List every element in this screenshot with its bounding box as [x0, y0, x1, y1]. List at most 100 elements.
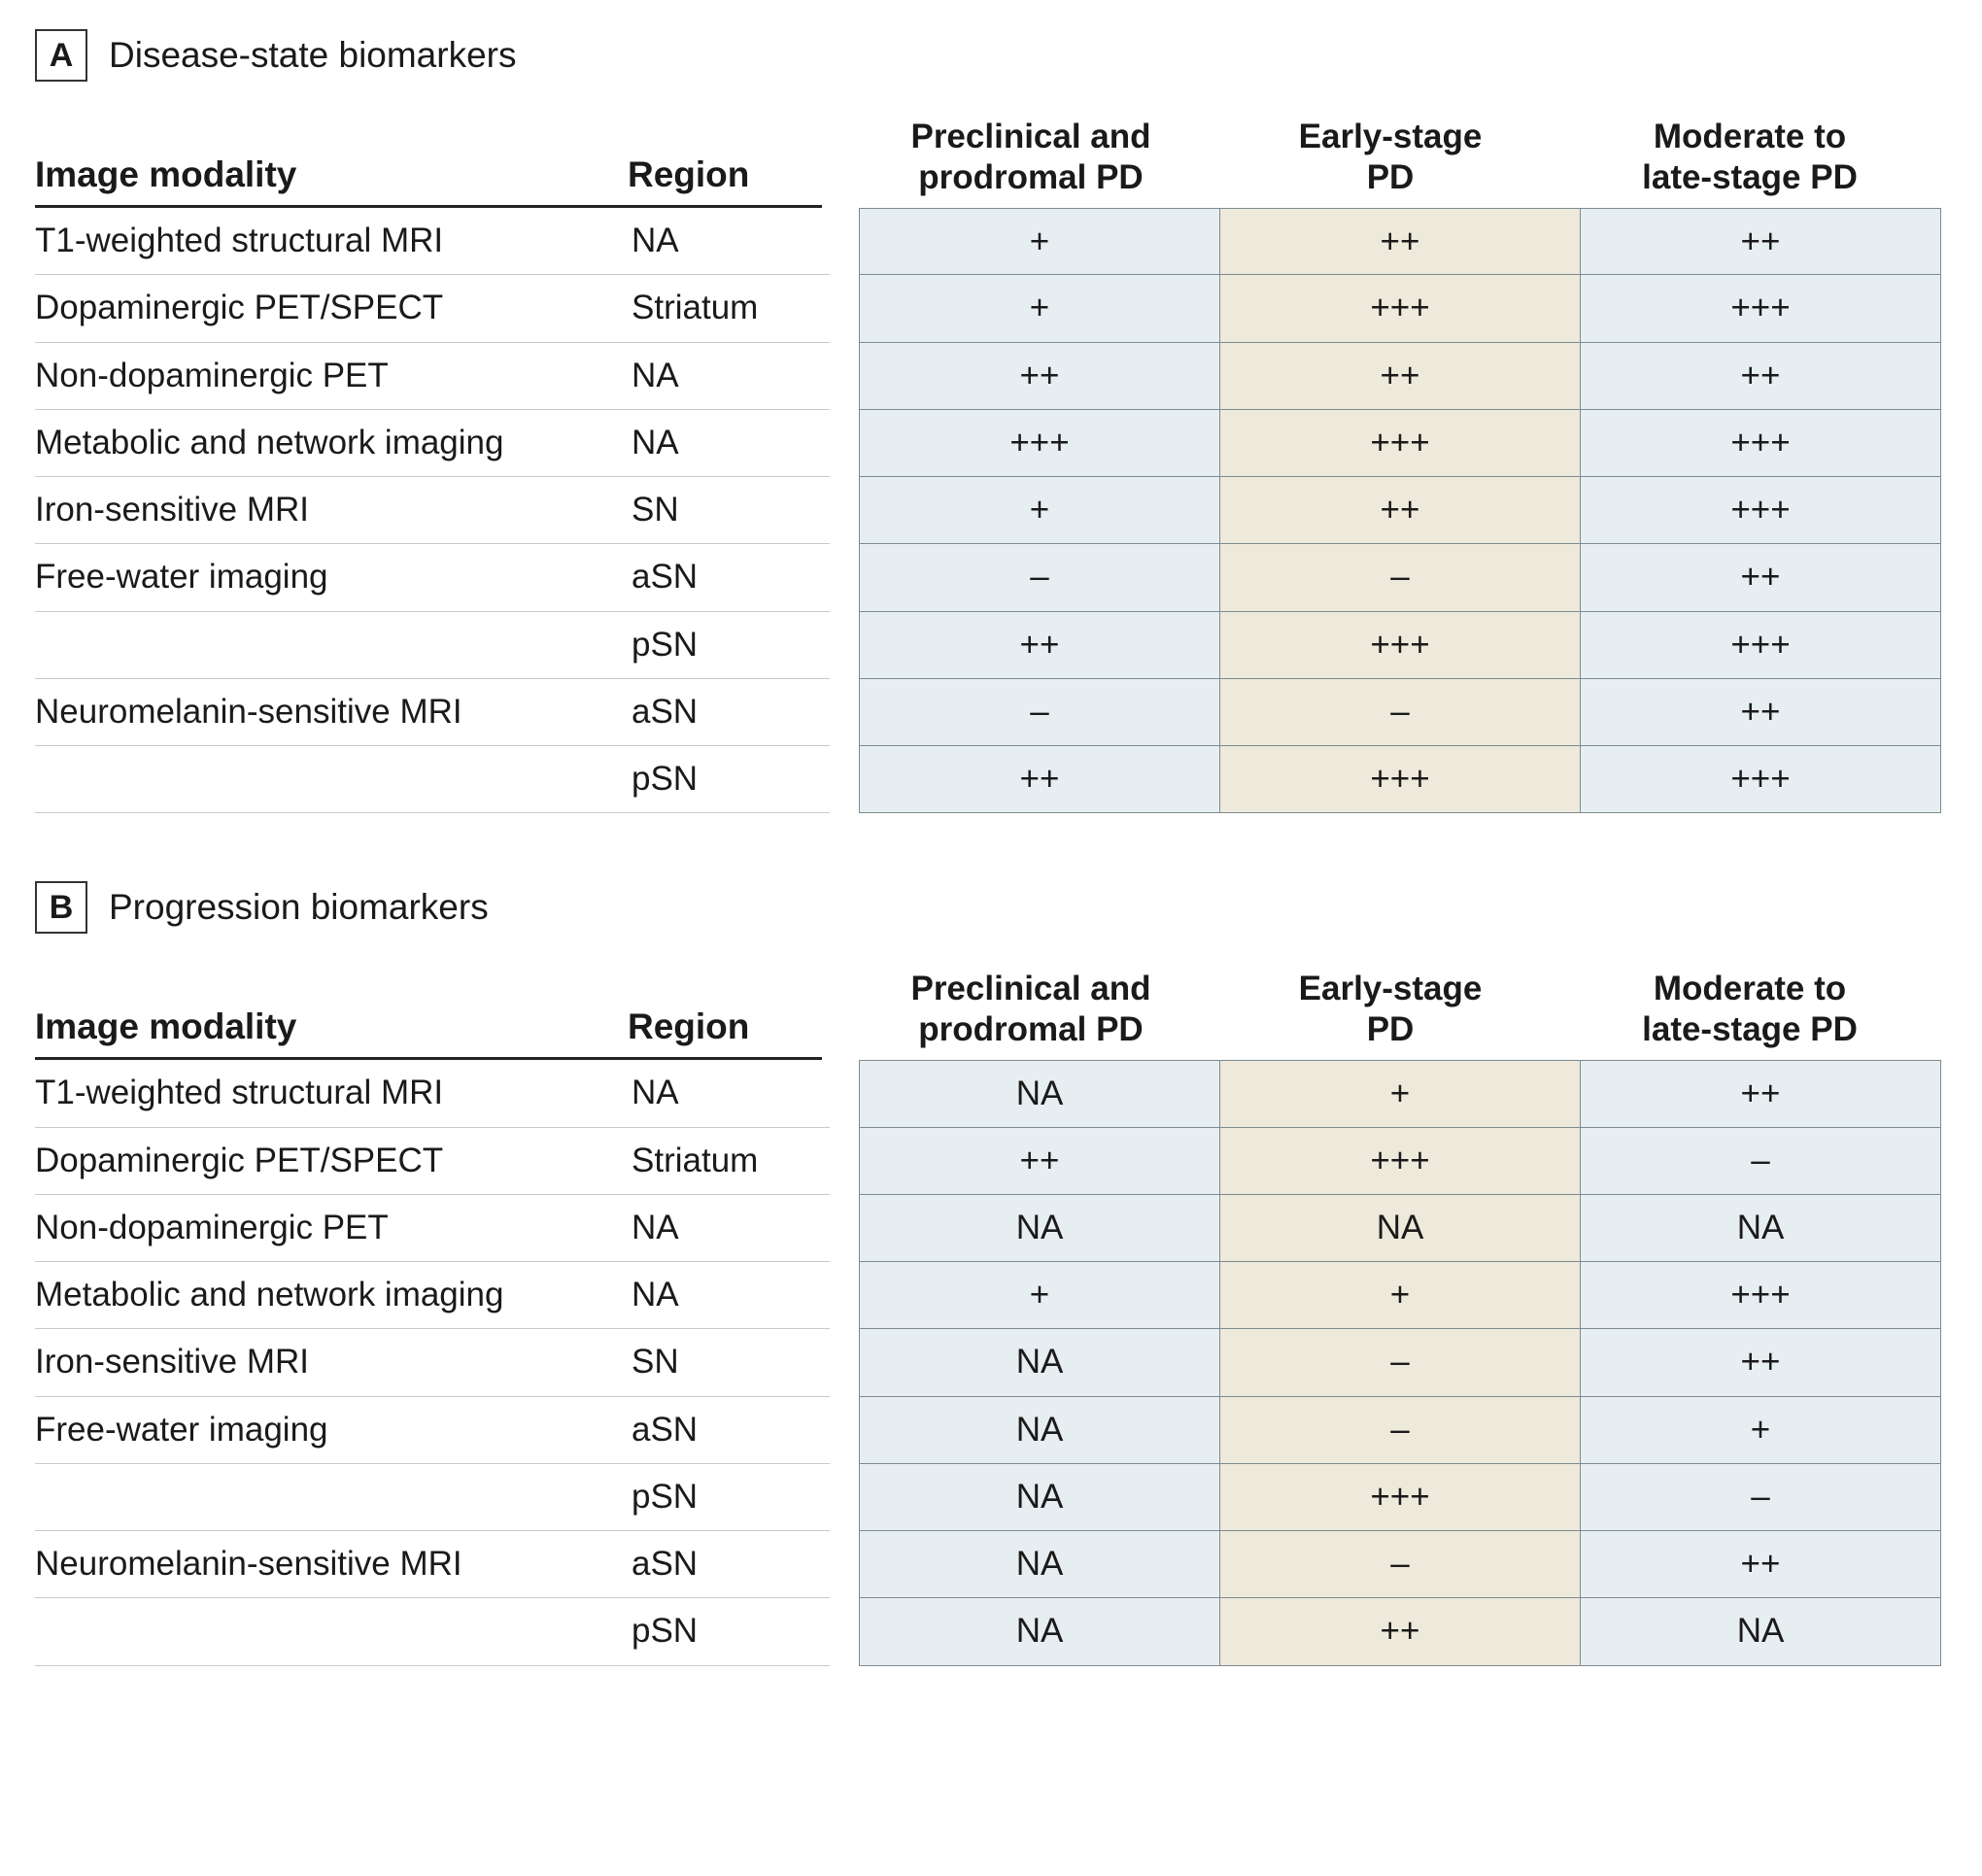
biomarker-table: Image modalityRegion Preclinical and prod…: [35, 969, 1947, 1665]
cell-region: aSN: [632, 1531, 830, 1598]
cell-stage-value: +: [1580, 1397, 1941, 1464]
table-row: Dopaminergic PET/SPECTStriatum+++++++: [35, 275, 1947, 342]
col-header-stage: Preclinical and prodromal PD: [851, 969, 1211, 1060]
cell-stage-value: +: [859, 1262, 1219, 1329]
cell-stage-value: +++: [1219, 612, 1580, 679]
cell-region: pSN: [632, 612, 830, 679]
table-row: Iron-sensitive MRISN++++++: [35, 477, 1947, 544]
panel-title: Progression biomarkers: [109, 887, 489, 928]
col-header-stage: Early-stage PD: [1211, 969, 1570, 1060]
spacer: [830, 275, 859, 342]
spacer: [830, 1397, 859, 1464]
spacer: [830, 1598, 859, 1665]
cell-stage-value: ++: [1580, 343, 1941, 410]
table-row: Dopaminergic PET/SPECTStriatum+++++–: [35, 1128, 1947, 1195]
cell-region: SN: [632, 1329, 830, 1396]
cell-modality: Metabolic and network imaging: [35, 1262, 632, 1329]
cell-stage-value: –: [1219, 679, 1580, 746]
cell-modality: Free-water imaging: [35, 1397, 632, 1464]
cell-region: NA: [632, 1195, 830, 1262]
cell-modality: Neuromelanin-sensitive MRI: [35, 679, 632, 746]
cell-stage-value: ++: [1580, 544, 1941, 611]
cell-stage-value: +++: [1219, 1464, 1580, 1531]
cell-region: NA: [632, 410, 830, 477]
cell-stage-value: NA: [1219, 1195, 1580, 1262]
cell-modality: Neuromelanin-sensitive MRI: [35, 1531, 632, 1598]
cell-stage-value: ++: [1580, 1531, 1941, 1598]
cell-stage-value: +++: [1219, 275, 1580, 342]
cell-stage-value: ++: [1580, 208, 1941, 275]
table-row: pSN++++++++: [35, 612, 1947, 679]
table-row: T1-weighted structural MRINANA+++: [35, 1060, 1947, 1127]
cell-region: pSN: [632, 1598, 830, 1665]
cell-stage-value: ++: [859, 612, 1219, 679]
cell-region: NA: [632, 208, 830, 275]
cell-stage-value: NA: [859, 1195, 1219, 1262]
cell-stage-value: –: [1219, 544, 1580, 611]
table-row: Non-dopaminergic PETNANANANA: [35, 1195, 1947, 1262]
cell-modality: Dopaminergic PET/SPECT: [35, 275, 632, 342]
cell-stage-value: ++: [1219, 208, 1580, 275]
cell-stage-value: –: [1580, 1128, 1941, 1195]
cell-stage-value: –: [1219, 1329, 1580, 1396]
spacer: [830, 410, 859, 477]
table-row: Iron-sensitive MRISNNA–++: [35, 1329, 1947, 1396]
cell-modality: Iron-sensitive MRI: [35, 1329, 632, 1396]
cell-stage-value: ++: [859, 1128, 1219, 1195]
cell-region: NA: [632, 1060, 830, 1127]
spacer: [830, 1262, 859, 1329]
cell-stage-value: –: [859, 544, 1219, 611]
table-header-row: Image modalityRegion Preclinical and prod…: [35, 969, 1947, 1060]
table-row: pSN++++++++: [35, 746, 1947, 813]
col-header-stage: Preclinical and prodromal PD: [851, 117, 1211, 208]
cell-modality: T1-weighted structural MRI: [35, 208, 632, 275]
spacer: [830, 612, 859, 679]
cell-stage-value: –: [1219, 1397, 1580, 1464]
panel-header: ADisease-state biomarkers: [35, 29, 1947, 82]
panel-b: BProgression biomarkers Image modalityReg…: [35, 881, 1947, 1665]
cell-region: NA: [632, 343, 830, 410]
cell-stage-value: ++: [1219, 477, 1580, 544]
cell-stage-value: NA: [859, 1531, 1219, 1598]
col-header-stage: Early-stage PD: [1211, 117, 1570, 208]
cell-modality: [35, 612, 632, 679]
panel-letter: A: [35, 29, 87, 82]
col-header-modality: Image modality: [35, 154, 628, 208]
cell-stage-value: +++: [859, 410, 1219, 477]
spacer: [830, 477, 859, 544]
col-header-stage: Moderate to late-stage PD: [1570, 969, 1930, 1060]
cell-modality: T1-weighted structural MRI: [35, 1060, 632, 1127]
spacer: [830, 208, 859, 275]
cell-stage-value: +: [1219, 1262, 1580, 1329]
cell-region: SN: [632, 477, 830, 544]
spacer: [830, 544, 859, 611]
cell-stage-value: ++: [1580, 1060, 1941, 1127]
cell-stage-value: ++: [1219, 1598, 1580, 1665]
spacer: [830, 679, 859, 746]
cell-modality: Dopaminergic PET/SPECT: [35, 1128, 632, 1195]
cell-stage-value: ++: [1219, 343, 1580, 410]
spacer: [830, 1531, 859, 1598]
cell-region: pSN: [632, 746, 830, 813]
col-header-modality: Image modality: [35, 1006, 628, 1060]
cell-modality: [35, 1598, 632, 1665]
cell-stage-value: +: [859, 477, 1219, 544]
cell-stage-value: +++: [1580, 746, 1941, 813]
panel-header: BProgression biomarkers: [35, 881, 1947, 934]
cell-stage-value: +++: [1580, 410, 1941, 477]
table-row: Neuromelanin-sensitive MRIaSN––++: [35, 679, 1947, 746]
cell-stage-value: NA: [859, 1060, 1219, 1127]
cell-stage-value: +++: [1580, 477, 1941, 544]
cell-stage-value: +: [859, 275, 1219, 342]
col-header-region: Region: [628, 1006, 822, 1060]
cell-stage-value: +++: [1219, 746, 1580, 813]
cell-stage-value: NA: [1580, 1598, 1941, 1665]
spacer: [830, 1128, 859, 1195]
cell-stage-value: ++: [859, 343, 1219, 410]
table-row: Metabolic and network imagingNA+++++: [35, 1262, 1947, 1329]
cell-stage-value: +++: [1219, 410, 1580, 477]
table-row: Metabolic and network imagingNA+++++++++: [35, 410, 1947, 477]
spacer: [830, 343, 859, 410]
cell-stage-value: +++: [1219, 1128, 1580, 1195]
cell-region: pSN: [632, 1464, 830, 1531]
